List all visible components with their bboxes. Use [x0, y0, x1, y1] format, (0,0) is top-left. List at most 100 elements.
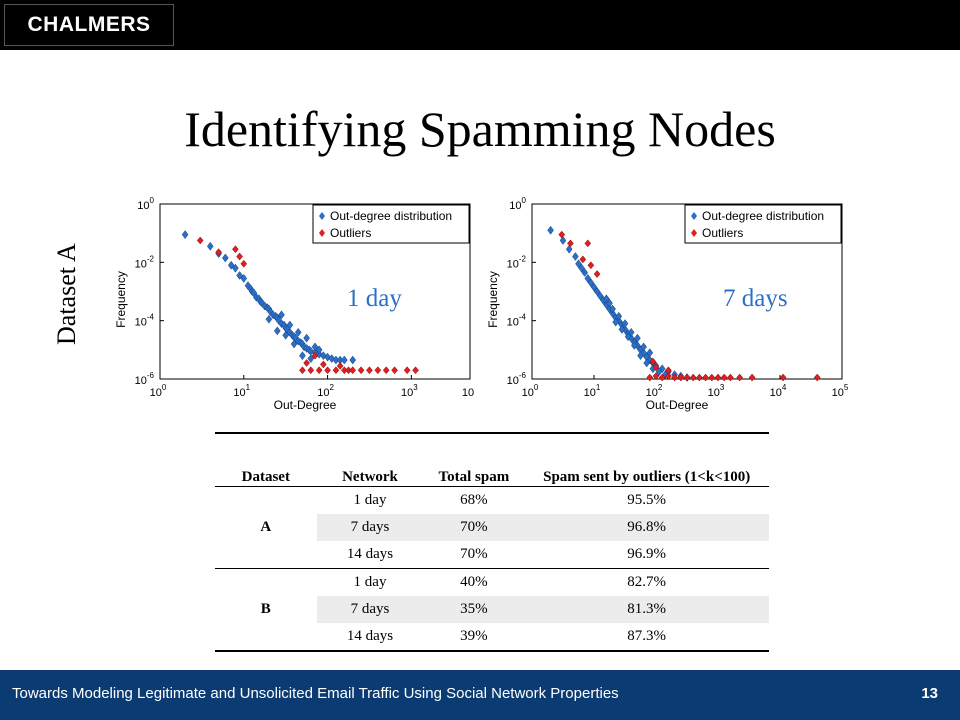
data-point: [655, 367, 663, 377]
network-cell: 7 days: [316, 514, 424, 541]
outliers-cell: 96.8%: [524, 514, 769, 541]
outlier-point: [336, 361, 344, 370]
y-tick-exp: -4: [519, 313, 527, 322]
legend-label: Out-degree distribution: [702, 209, 824, 223]
outlier-point: [702, 373, 709, 382]
data-point: [299, 351, 306, 361]
y-tick-exp: 0: [150, 196, 155, 205]
y-tick-exp: -2: [147, 254, 155, 263]
outlier-point: [714, 373, 722, 382]
data-point: [290, 339, 298, 349]
x-tick-exp: 1: [246, 383, 251, 392]
x-tick-exp: 4: [782, 383, 787, 392]
y-tick-label: 10-2: [507, 254, 527, 270]
data-point: [236, 271, 243, 280]
outlier-point: [579, 255, 587, 264]
outlier-point: [357, 366, 365, 375]
data-point: [267, 307, 274, 317]
footer-text: Towards Modeling Legitimate and Unsolici…: [12, 685, 619, 702]
x-tick-base: 10: [462, 387, 474, 399]
outlier-point: [658, 373, 666, 382]
x-tick-exp: 1: [596, 383, 601, 392]
y-axis-label: Frequency: [486, 271, 500, 328]
table-row: 7 days 35% 81.3%: [215, 596, 769, 623]
outlier-point: [652, 372, 660, 380]
table-row: 14 days 39% 87.3%: [215, 623, 769, 651]
outlier-point: [215, 248, 222, 257]
outlier-point: [412, 366, 419, 375]
x-tick-label: 103: [708, 383, 725, 399]
x-tick-base: 10: [646, 387, 658, 399]
x-tick-base: 10: [522, 387, 534, 399]
outliers-cell: 95.5%: [627, 492, 667, 508]
total-cell: 40%: [460, 574, 488, 590]
legend-label: Out-degree distribution: [330, 209, 452, 223]
data-point: [324, 352, 331, 362]
outlier-point: [391, 366, 398, 375]
x-tick-label: 105: [832, 383, 849, 399]
outlier-point: [307, 366, 315, 375]
data-point: [547, 225, 554, 235]
total-cell: 35%: [423, 596, 525, 623]
y-tick-base: 10: [135, 317, 147, 329]
data-point: [643, 358, 651, 368]
chalmers-logo: CHALMERS: [4, 4, 174, 46]
legend-box: [312, 204, 470, 244]
data-point: [627, 327, 635, 337]
table-row: 7 days 70% 96.8%: [215, 514, 769, 541]
data-point: [612, 317, 620, 327]
header-spam-outliers: Spam sent by outliers (1<k<100): [543, 469, 751, 485]
x-tick-exp: 0: [534, 383, 539, 392]
x-tick-label: 101: [233, 383, 250, 399]
data-point: [640, 342, 647, 352]
data-point: [240, 273, 248, 283]
x-tick-exp: 3: [413, 383, 418, 392]
series-outliers: [558, 230, 821, 382]
data-point: [630, 341, 638, 350]
data-point: [609, 304, 616, 314]
y-axis-label: Frequency: [114, 271, 128, 328]
data-point: [311, 342, 319, 352]
data-point: [587, 278, 595, 288]
y-tick-exp: -4: [147, 313, 155, 322]
data-point: [232, 263, 239, 273]
header-dataset: Dataset: [241, 469, 290, 485]
table-row: 14 days 70% 96.9%: [215, 541, 769, 569]
outlier-point: [558, 230, 566, 239]
outlier-point: [649, 357, 657, 366]
data-point: [593, 287, 601, 296]
x-tick-exp: 3: [720, 383, 725, 392]
x-tick-label: 103: [401, 383, 418, 399]
data-point: [624, 332, 632, 342]
outlier-point: [584, 239, 592, 248]
data-point: [658, 364, 666, 374]
x-tick-label: 101: [584, 383, 601, 399]
outlier-point: [683, 373, 691, 382]
total-cell: 70%: [423, 514, 525, 541]
data-point: [606, 298, 613, 308]
data-point: [581, 268, 589, 277]
network-cell: 1 day: [353, 574, 387, 590]
legend-marker: [691, 229, 697, 237]
outlier-point: [299, 366, 306, 375]
outlier-point: [593, 270, 601, 278]
logo-text: CHALMERS: [27, 13, 151, 36]
x-tick-base: 10: [233, 387, 245, 399]
y-tick-exp: 0: [522, 196, 527, 205]
data-point: [572, 252, 579, 261]
y-tick-base: 10: [509, 200, 521, 212]
y-tick-label: 100: [509, 196, 526, 212]
x-tick-exp: 2: [658, 383, 663, 392]
data-point: [278, 310, 285, 320]
table-header-row: Dataset Network Total spam Spam sent by …: [215, 433, 769, 487]
x-tick-exp: 0: [162, 383, 167, 392]
total-cell: 39%: [460, 628, 488, 644]
outlier-point: [720, 373, 728, 382]
outliers-cell: 87.3%: [627, 628, 667, 644]
slide-title: Identifying Spamming Nodes: [184, 101, 776, 157]
x-tick-label: 100: [150, 383, 167, 399]
x-tick-exp: 5: [844, 383, 849, 392]
legend-marker: [319, 229, 325, 237]
outlier-point: [671, 373, 678, 382]
